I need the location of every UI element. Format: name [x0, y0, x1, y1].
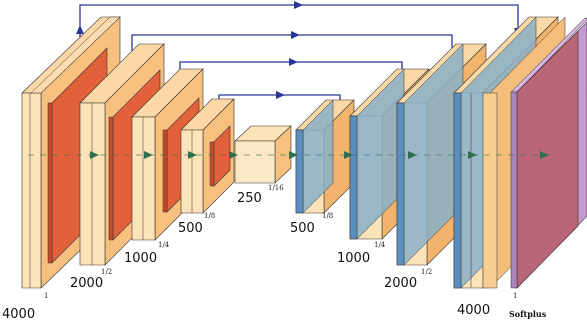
decoder-1-channels: 500: [290, 221, 315, 236]
decoder-4-channels: 4000: [457, 303, 490, 318]
output-front: [510, 91, 518, 289]
bottleneck-front: [234, 140, 276, 184]
decoder-blue-edge: [396, 102, 405, 266]
flow-arrow-head: [468, 151, 477, 159]
encoder-4-channels: 500: [178, 221, 203, 236]
pool-slab-front: [209, 141, 215, 187]
decoder-2-channels: 1000: [337, 251, 370, 266]
skip-arrow-up-1: [76, 25, 84, 34]
flow-arrows: [28, 151, 552, 159]
skip-connection-3: [176, 58, 406, 92]
skip-arrow-mid-1: [294, 1, 303, 9]
pool-slab-front: [108, 116, 114, 241]
decoder-blue-edge: [295, 129, 304, 214]
skip-arrow-mid-3: [289, 58, 298, 66]
encoder-slab-front: [79, 102, 106, 266]
encoder-3-scale: 1/4: [158, 241, 170, 249]
decoder-3-channels: 2000: [384, 276, 417, 291]
flow-arrow-head: [289, 151, 298, 159]
decoder-4-scale: 1: [513, 292, 517, 300]
encoder-block-4: [180, 98, 235, 214]
decoder-blue-edge: [453, 92, 462, 289]
decoder-1-scale: 1/8: [322, 212, 333, 220]
encoder-slab-front: [21, 92, 42, 289]
flow-arrow-head: [229, 151, 238, 159]
encoder-2-scale: 1/2: [101, 268, 112, 276]
skip-connection-1: [76, 1, 522, 48]
flow-arrow-head: [344, 151, 353, 159]
encoder-1-scale: 1: [44, 292, 48, 300]
output-block: [510, 17, 587, 289]
flow-arrow-head: [90, 151, 99, 159]
flow-arrow-head: [188, 151, 197, 159]
flow-arrow-head: [408, 151, 417, 159]
decoder-block-1: [295, 99, 355, 214]
pool-slab-front: [47, 102, 53, 264]
bottleneck-block: [234, 125, 292, 184]
bottleneck-channels: 250: [237, 191, 262, 206]
encoder-slab-top: [30, 16, 121, 94]
pool-slab-front: [162, 129, 168, 213]
encoder-1-channels: 4000: [2, 307, 35, 322]
encoder-4-scale: 1/8: [204, 212, 215, 220]
decoder-blue-edge: [349, 115, 358, 240]
decoder-slab-front: [482, 92, 498, 289]
decoder-3-scale: 1/2: [421, 268, 432, 276]
labels: 4000 1 2000 1/2 1000 1/4 500 1/8 250 1/1…: [2, 184, 547, 322]
flow-arrow-head: [144, 151, 153, 159]
bottleneck-scale: 1/16: [268, 184, 284, 192]
encoder-3-channels: 1000: [124, 251, 157, 266]
skip-arrow-mid-4: [276, 91, 285, 99]
skip-arrow-mid-2: [291, 31, 300, 39]
softplus-label: Softplus: [509, 309, 547, 319]
encoder-slab-front: [131, 116, 156, 241]
decoder-2-scale: 1/4: [374, 241, 386, 249]
skip-line-3: [179, 61, 403, 92]
encoder-2-channels: 2000: [70, 276, 103, 291]
flow-arrow-head: [540, 151, 549, 159]
